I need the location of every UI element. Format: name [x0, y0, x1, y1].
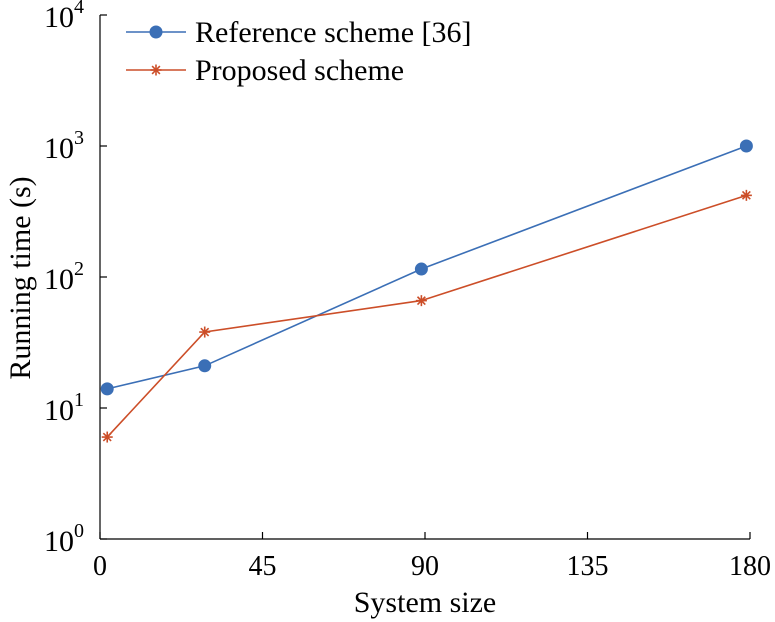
y-tick-label: 101 [44, 389, 84, 427]
series-1 [101, 189, 752, 443]
series-line [106, 194, 747, 438]
data-point-circle [149, 25, 163, 39]
x-tick-label: 90 [411, 551, 439, 582]
legend-item: Proposed scheme [126, 54, 404, 87]
x-tick-label: 0 [93, 551, 107, 582]
legend-label: Proposed scheme [195, 54, 404, 87]
y-tick-base: 10 [44, 394, 74, 427]
y-tick-base: 10 [44, 132, 74, 165]
y-tick-label: 103 [44, 127, 84, 165]
series-line [107, 145, 747, 390]
y-tick-label: 100 [44, 520, 84, 558]
legend-item: Reference scheme [36] [126, 16, 472, 49]
x-tick-label: 135 [567, 551, 609, 582]
y-tick-exponent: 2 [74, 258, 84, 280]
plot-area [99, 15, 750, 540]
data-point-asterisk [150, 64, 162, 76]
y-tick-exponent: 0 [74, 520, 84, 542]
series-layer [100, 139, 753, 443]
y-tick-label: 102 [44, 258, 84, 296]
x-axis-label: System size [354, 586, 497, 619]
data-point-circle [100, 382, 114, 396]
y-tick-base: 10 [44, 1, 74, 34]
data-point-asterisk [199, 326, 211, 338]
x-tick-label: 180 [729, 551, 771, 582]
y-tick-base: 10 [44, 263, 74, 296]
data-point-asterisk [101, 431, 113, 443]
legend-label: Reference scheme [36] [195, 16, 472, 49]
y-tick-exponent: 1 [74, 389, 84, 411]
data-point-circle [198, 359, 212, 373]
legend: Reference scheme [36] Proposed scheme [126, 16, 472, 87]
y-tick-exponent: 3 [74, 127, 84, 149]
x-axis-ticks: 0 45 90 135 180 [93, 532, 771, 582]
data-point-circle [739, 139, 753, 153]
y-tick-label: 104 [44, 0, 84, 34]
data-point-circle [414, 262, 428, 276]
data-point-asterisk [415, 295, 427, 307]
x-tick-label: 45 [249, 551, 277, 582]
data-point-asterisk [740, 189, 752, 201]
y-tick-exponent: 4 [74, 0, 84, 18]
series-0 [100, 139, 753, 396]
y-axis-label: Running time (s) [4, 176, 37, 379]
y-tick-base: 10 [44, 525, 74, 558]
